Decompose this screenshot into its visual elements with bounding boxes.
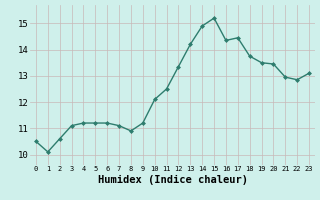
X-axis label: Humidex (Indice chaleur): Humidex (Indice chaleur) xyxy=(98,175,247,185)
